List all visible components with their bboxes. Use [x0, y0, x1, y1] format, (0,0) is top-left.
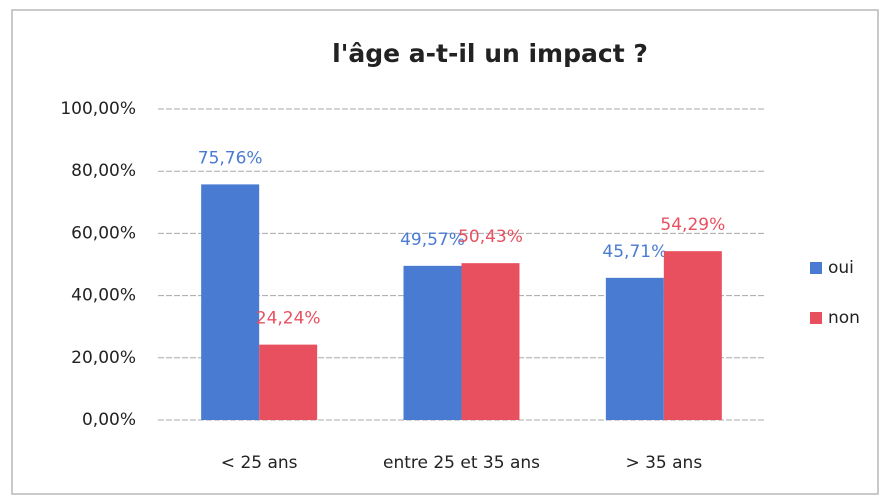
y-tick-label: 0,00%	[82, 410, 136, 430]
value-label: 49,57%	[400, 230, 465, 250]
x-tick-label: > 35 ans	[625, 453, 702, 473]
legend-swatch	[810, 262, 822, 274]
bar	[259, 344, 318, 420]
chart-frame	[11, 9, 879, 495]
bar	[605, 277, 664, 420]
value-label: 45,71%	[602, 242, 667, 262]
y-tick-label: 100,00%	[60, 99, 136, 119]
bar	[201, 184, 260, 420]
legend-label: oui	[828, 258, 854, 278]
bar	[461, 263, 520, 420]
y-tick-label: 20,00%	[71, 348, 136, 368]
legend-label: non	[828, 308, 860, 328]
value-label: 75,76%	[198, 148, 263, 168]
y-tick-label: 60,00%	[71, 223, 136, 243]
y-tick-label: 40,00%	[71, 286, 136, 306]
x-tick-label: entre 25 et 35 ans	[383, 453, 540, 473]
value-label: 54,29%	[660, 215, 725, 235]
bar	[663, 251, 722, 420]
value-label: 24,24%	[256, 309, 321, 329]
legend-swatch	[810, 312, 822, 324]
y-tick-label: 80,00%	[71, 161, 136, 181]
chart-title: l'âge a-t-il un impact ?	[332, 39, 648, 68]
bar	[403, 265, 462, 420]
value-label: 50,43%	[458, 227, 523, 247]
x-tick-label: < 25 ans	[221, 453, 298, 473]
